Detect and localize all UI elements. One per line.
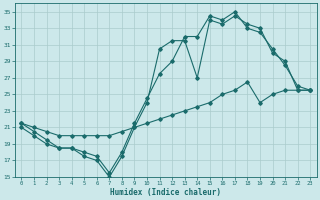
X-axis label: Humidex (Indice chaleur): Humidex (Indice chaleur) — [110, 188, 221, 197]
